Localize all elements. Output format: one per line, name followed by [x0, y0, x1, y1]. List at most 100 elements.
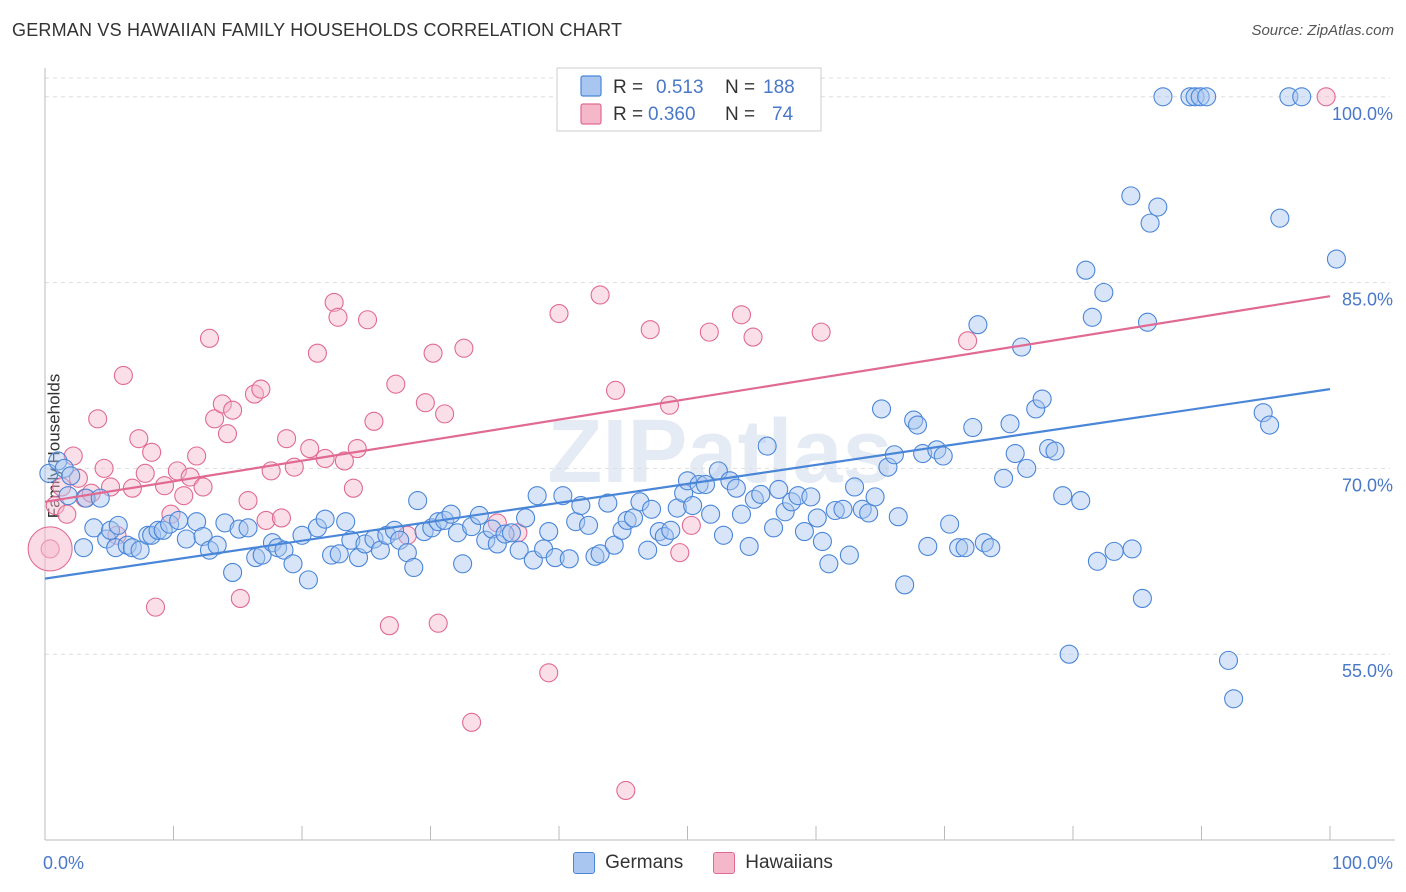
german-point — [1059, 644, 1079, 664]
german-point — [130, 540, 150, 560]
legend-r-value-hawaiians: 0.360 — [648, 104, 696, 125]
german-point — [223, 562, 243, 582]
german-point — [48, 451, 68, 471]
german-point — [598, 493, 618, 513]
tick-labels: 55.0% 70.0% 85.0% 100.0% 0.0% 100.0% — [43, 104, 1393, 873]
german-point — [812, 531, 832, 552]
watermark: ZIPatlas — [547, 402, 892, 502]
german-point — [933, 446, 953, 466]
hawaiian-point — [154, 476, 175, 496]
german-point — [833, 499, 853, 519]
german-point — [1026, 399, 1046, 419]
german-point — [487, 534, 507, 554]
german-point — [106, 538, 126, 558]
german-point — [462, 517, 482, 537]
german-point — [751, 484, 771, 504]
german-point — [638, 540, 658, 560]
german-point — [1270, 208, 1290, 228]
trend-lines — [44, 295, 1331, 580]
hawaiian-point — [193, 477, 213, 497]
legend-key-hawaiians — [713, 852, 736, 874]
hawaiian-point — [230, 588, 250, 609]
german-point — [169, 510, 189, 530]
hawaiian-point — [386, 374, 406, 394]
german-point — [630, 492, 650, 512]
german-point — [527, 486, 547, 506]
german-point — [1190, 87, 1210, 107]
hawaiian-point — [423, 343, 443, 363]
german-point — [1094, 282, 1114, 303]
hawaiian-point — [435, 404, 455, 424]
hawaiian-point — [670, 543, 690, 563]
german-point — [769, 479, 789, 499]
german-point — [1087, 551, 1107, 571]
german-point — [1104, 541, 1124, 561]
hawaiian-point — [487, 513, 507, 533]
german-point — [859, 503, 879, 523]
hawaiian-point — [68, 468, 88, 488]
y-tick-label: 55.0% — [1342, 661, 1393, 681]
german-point — [683, 495, 703, 516]
german-point — [54, 458, 74, 478]
german-point — [148, 520, 168, 540]
legend-swatch-germans — [580, 75, 602, 97]
source-credit: Source: ZipAtlas.com — [1251, 22, 1394, 39]
german-point — [1005, 443, 1025, 464]
german-point — [84, 518, 104, 538]
grid-lines — [45, 77, 1390, 655]
hawaiian-point — [251, 379, 271, 399]
hawaiian-point — [811, 322, 831, 342]
hawaiian-point — [217, 424, 238, 444]
legend-item-germans: Germans — [573, 852, 683, 874]
hawaiian-point — [307, 343, 327, 363]
hawaiian-point — [958, 331, 978, 351]
german-point — [501, 523, 522, 543]
german-point — [298, 570, 318, 590]
legend-n-value-hawaiians: 74 — [772, 104, 794, 125]
german-point — [274, 540, 294, 560]
german-point — [819, 554, 839, 574]
hawaiian-point — [145, 597, 166, 617]
german-point — [641, 499, 662, 519]
german-point — [122, 538, 142, 558]
hawaiian-point — [271, 508, 291, 528]
german-point — [341, 530, 361, 550]
german-point — [888, 507, 908, 527]
hawaiian-point — [743, 327, 763, 347]
german-point — [545, 548, 565, 568]
hawaiian-point — [699, 322, 719, 342]
german-point — [695, 474, 716, 495]
hawaiian-point — [379, 616, 399, 636]
legend-label-hawaiians: Hawaiians — [745, 852, 833, 873]
german-point — [315, 509, 335, 529]
legend-r-label-germans: R = — [613, 77, 643, 98]
hawaiian-point — [238, 491, 258, 511]
german-point — [1122, 539, 1142, 559]
german-point — [1053, 486, 1073, 506]
hawaiian-point — [616, 780, 636, 801]
german-point — [579, 515, 599, 535]
hawaiian-point — [605, 380, 626, 400]
legend-label-germans: Germans — [605, 852, 684, 873]
german-point — [408, 491, 428, 511]
hawaiian-point — [549, 303, 569, 324]
german-point — [590, 544, 610, 564]
hawaiian-point-large — [27, 526, 73, 572]
german-point — [142, 525, 162, 545]
german-point — [1132, 588, 1152, 609]
hawaiian-point — [161, 504, 181, 524]
german-point — [516, 508, 536, 528]
hawaiian-point — [462, 712, 482, 732]
hawaiian-point — [347, 439, 367, 459]
legend-r-value-germans: 0.513 — [656, 77, 704, 98]
legend-key-germans — [573, 852, 596, 874]
german-point — [865, 487, 885, 507]
x-tick-label-max: 100.0% — [1332, 853, 1393, 873]
german-point — [238, 518, 258, 538]
hawaiian-point — [364, 411, 384, 431]
x-tick-label-min: 0.0% — [43, 853, 84, 873]
hawaiian-point — [142, 442, 162, 462]
hawaiian-point — [256, 510, 276, 530]
german-point — [994, 468, 1014, 488]
